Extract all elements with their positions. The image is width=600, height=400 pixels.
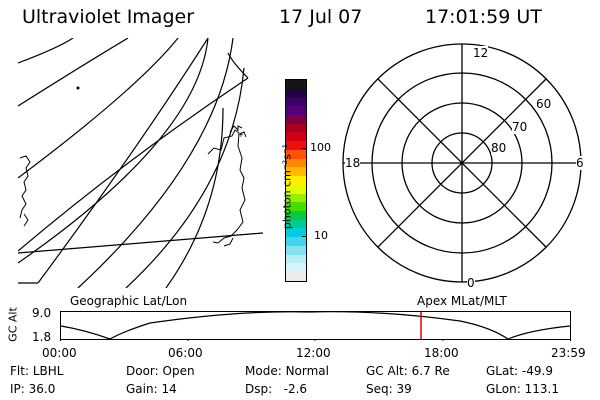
altitude-timeline — [60, 311, 571, 341]
colorbar-swatch — [286, 219, 306, 229]
timeline-x-tick-1800: 18:00 — [424, 346, 459, 360]
colorbar-swatch — [286, 184, 306, 194]
colorbar-unit-label: photon cm⁻²s⁻¹ — [280, 143, 294, 230]
polar-caption: Apex MLat/MLT — [417, 294, 507, 308]
colorbar-swatch — [286, 254, 306, 264]
colorbar-swatch — [286, 132, 306, 142]
mlt-label-0: 0 — [467, 276, 475, 290]
colorbar-swatch — [286, 97, 306, 107]
time-readout: 17:01:59 UT — [425, 6, 542, 28]
polar-plot — [342, 43, 582, 283]
svg-text:+: + — [238, 131, 244, 139]
colorbar-swatch — [286, 237, 306, 246]
info-glat: GLat: -49.9 — [486, 364, 553, 378]
info-ip: IP: 36.0 — [10, 382, 56, 396]
lat-label-70: 70 — [512, 120, 528, 134]
mlt-label-18: 18 — [345, 156, 361, 170]
lat-label-60: 60 — [536, 97, 552, 111]
colorbar-swatch — [286, 167, 306, 177]
colorbar-swatch — [286, 80, 306, 89]
mlt-label-12: 12 — [473, 46, 489, 60]
colorbar-swatch — [286, 228, 306, 238]
colorbar-swatch — [286, 114, 306, 124]
geographic-map: + — [18, 38, 263, 288]
colorbar-swatch — [286, 202, 306, 212]
timeline-y-label: GC Alt — [6, 307, 20, 342]
info-mode: Mode: Normal — [245, 364, 329, 378]
info-gc-alt: GC Alt: 6.7 Re — [366, 364, 450, 378]
date-readout: 17 Jul 07 — [279, 6, 363, 28]
info-flt: Flt: LBHL — [10, 364, 64, 378]
colorbar-tick-100: 100 — [310, 141, 331, 154]
colorbar — [285, 79, 307, 282]
colorbar-swatch — [286, 193, 306, 203]
colorbar-swatch — [286, 158, 306, 168]
colorbar-swatch — [286, 106, 306, 115]
colorbar-tick-10: 10 — [314, 229, 328, 242]
colorbar-swatch — [286, 149, 306, 159]
info-seq: Seq: 39 — [366, 382, 412, 396]
timeline-y-tick-min: 1.8 — [32, 330, 52, 344]
lat-label-80: 80 — [491, 141, 507, 155]
colorbar-swatch — [286, 245, 306, 255]
info-glon: GLon: 113.1 — [486, 382, 559, 396]
colorbar-swatch — [286, 272, 306, 281]
info-dsp: Dsp: -2.6 — [245, 382, 308, 396]
timeline-x-tick-0600: 06:00 — [168, 346, 203, 360]
info-gain: Gain: 14 — [126, 382, 177, 396]
app-title: Ultraviolet Imager — [22, 6, 195, 28]
timeline-x-tick-0000: 00:00 — [42, 346, 77, 360]
colorbar-swatch — [286, 141, 306, 150]
timeline-x-tick-1200: 12:00 — [296, 346, 331, 360]
timeline-y-tick-max: 9.0 — [32, 306, 52, 320]
mlt-label-6: 6 — [576, 156, 584, 170]
info-door: Door: Open — [126, 364, 195, 378]
colorbar-swatch — [286, 88, 306, 98]
colorbar-swatch — [286, 176, 306, 185]
colorbar-swatch — [286, 263, 306, 273]
colorbar-swatch — [286, 211, 306, 220]
map-caption: Geographic Lat/Lon — [70, 294, 188, 308]
timeline-x-tick-2359: 23:59 — [551, 346, 586, 360]
colorbar-swatch — [286, 123, 306, 133]
